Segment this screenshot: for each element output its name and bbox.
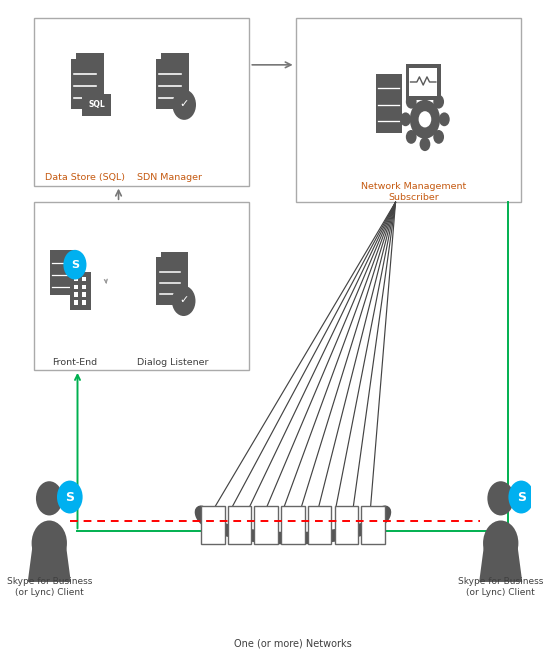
Bar [406,64,441,100]
Bar [161,53,189,102]
Bar [156,59,184,108]
Bar [82,300,86,305]
Circle shape [31,520,67,566]
Bar [74,300,78,305]
Circle shape [172,286,195,316]
Circle shape [406,95,416,108]
Text: ✓: ✓ [179,99,189,109]
Circle shape [420,137,430,151]
Bar [74,292,78,297]
Circle shape [410,100,440,139]
Circle shape [215,393,287,485]
Text: SDN Manager: SDN Manager [138,173,202,182]
Text: One (or more) Networks: One (or more) Networks [234,638,352,648]
Text: Data Store (SQL): Data Store (SQL) [45,173,125,182]
Circle shape [439,112,450,126]
Bar [308,506,332,545]
Circle shape [199,428,251,494]
Bar [82,277,86,282]
Circle shape [483,520,519,566]
Circle shape [487,481,514,516]
Circle shape [241,366,325,473]
Polygon shape [28,541,71,582]
Polygon shape [479,541,522,582]
Circle shape [420,87,430,101]
Bar [201,457,385,514]
Bar [82,94,111,116]
Bar [228,506,251,545]
Circle shape [63,250,86,280]
Text: S: S [517,490,526,504]
Text: Network Management
Subscriber: Network Management Subscriber [361,182,466,202]
Bar [334,506,358,545]
Bar [70,272,91,310]
Bar [376,74,402,133]
Bar [361,506,385,545]
Circle shape [419,111,431,128]
Bar [157,257,183,305]
Bar [202,510,384,537]
Circle shape [172,90,196,120]
Text: SQL: SQL [88,100,105,109]
Bar [409,68,437,96]
Bar [50,250,75,295]
Bar [281,506,305,545]
Circle shape [400,112,411,126]
Circle shape [433,130,444,144]
Bar [71,59,99,108]
Circle shape [36,481,63,516]
Bar [74,277,78,282]
Bar [201,506,225,545]
Bar [161,252,188,299]
FancyBboxPatch shape [295,18,521,202]
FancyBboxPatch shape [34,18,249,186]
Bar [82,292,86,297]
Bar [255,506,278,545]
Bar [82,284,86,289]
Circle shape [57,481,82,514]
Circle shape [406,130,416,144]
Bar [76,53,104,102]
Text: Skype for Business
(or Lync) Client: Skype for Business (or Lync) Client [458,577,543,598]
Circle shape [287,385,359,478]
Text: ✓: ✓ [179,295,188,305]
Text: Dialog Listener: Dialog Listener [136,358,208,367]
Text: S: S [71,260,79,270]
FancyBboxPatch shape [34,202,249,370]
Text: Skype for Business
(or Lync) Client: Skype for Business (or Lync) Client [7,577,92,598]
Circle shape [508,481,534,514]
Text: S: S [65,490,74,504]
Circle shape [433,95,444,108]
Circle shape [327,420,383,492]
Text: Front-End: Front-End [52,358,97,367]
Bar [74,284,78,289]
